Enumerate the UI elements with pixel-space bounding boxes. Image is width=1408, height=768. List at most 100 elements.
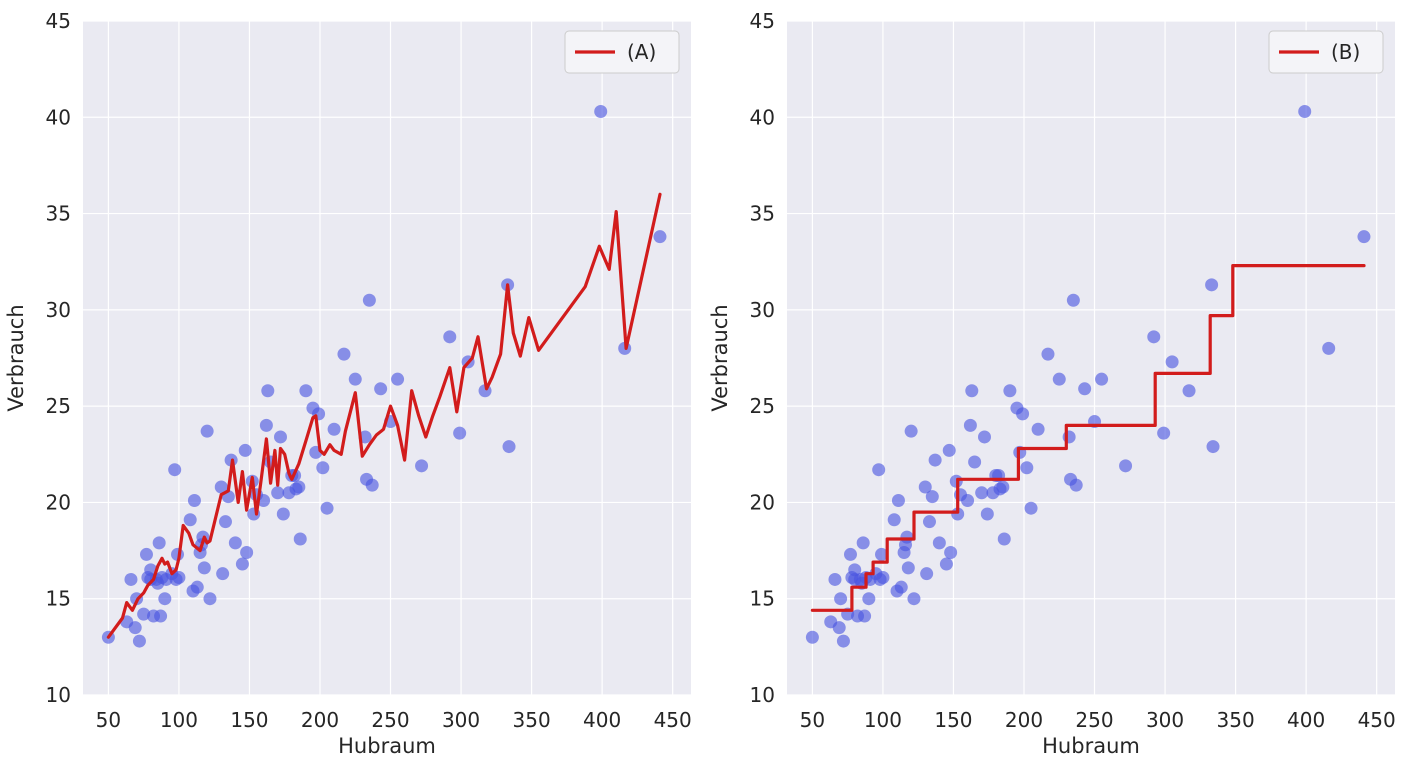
legend-entry: (A) [627,40,656,64]
y-tick-label: 20 [46,490,71,514]
y-axis-label: Verbrauch [708,304,732,411]
x-tick-label: 50 [800,708,825,732]
y-tick-label: 35 [750,202,775,226]
legend: (A) [564,30,680,74]
scatter-point [1095,372,1109,386]
scatter-point [235,557,249,571]
scatter-point [1062,430,1076,444]
scatter-point [653,230,667,244]
y-tick-label: 15 [750,587,775,611]
scatter-point [197,561,211,575]
legend-box [564,30,680,74]
scatter-point [894,580,908,594]
scatter-point [299,384,313,398]
scatter-point [1205,278,1219,292]
scatter-point [932,536,946,550]
x-tick-label: 450 [654,708,692,732]
scatter-point [907,592,921,606]
scatter-point [327,422,341,436]
scatter-point [137,607,151,621]
y-axis-label: Verbrauch [4,304,28,411]
scatter-point [836,634,850,648]
scatter-point [316,461,330,475]
y-tick-label: 25 [750,394,775,418]
scatter-point [887,513,901,527]
scatter-point [172,571,186,585]
scatter-point [834,592,848,606]
y-tick-label: 45 [750,9,775,33]
y-tick-label: 20 [750,490,775,514]
x-tick-label: 100 [160,708,198,732]
scatter-point [925,490,939,504]
x-tick-label: 400 [583,708,621,732]
scatter-point [374,382,388,396]
legend: (B) [1268,30,1384,74]
x-tick-label: 200 [301,708,339,732]
scatter-point [502,440,516,454]
x-tick-label: 350 [1217,708,1255,732]
scatter-point [293,532,307,546]
scatter-point [216,567,230,581]
scatter-point [158,592,172,606]
legend-box [1268,30,1384,74]
y-tick-label: 40 [46,105,71,129]
chart-panel-right: 50 100 150 200 250 300 350 400 450 10 15 20 25 30 35 40… [708,9,1396,758]
scatter-point [928,453,942,467]
x-tick-label: 250 [1075,708,1113,732]
scatter-point [1069,478,1083,492]
scatter-point [872,463,886,477]
scatter-point [348,372,362,386]
scatter-point [183,513,197,527]
scatter-point [856,536,870,550]
fit-line-series [810,264,1366,612]
scatter-point [901,561,915,575]
scatter-point [238,443,252,457]
scatter-point [228,536,242,550]
x-tick-label: 300 [1146,708,1184,732]
scatter-point [190,580,204,594]
scatter-point [1322,341,1336,355]
scatter-point [944,545,958,559]
scatter-point [337,347,351,361]
scatter-point [276,507,290,521]
scatter-point [154,609,168,623]
plot-background [83,21,691,695]
scatter-point [362,293,376,307]
scatter-point [805,630,819,644]
scatter-point [200,424,214,438]
y-tick-label: 15 [46,587,71,611]
scatter-point [1031,422,1045,436]
x-tick-label: 100 [864,708,902,732]
x-tick-label: 350 [513,708,551,732]
scatter-point [977,430,991,444]
scatter-point [980,507,994,521]
scatter-point [900,530,914,544]
y-tick-label: 25 [46,394,71,418]
scatter-point [443,330,457,344]
scatter-point [996,480,1010,494]
scatter-point [391,372,405,386]
scatter-point [1003,384,1017,398]
y-tick-label: 30 [750,298,775,322]
scatter-point [891,494,905,508]
x-tick-label: 450 [1358,708,1396,732]
scatter-point [1157,426,1171,440]
chart-panel-left: 50 100 150 200 250 300 350 400 450 10 15 20 25 30 35 40… [4,9,692,758]
scatter-point [187,494,201,508]
scatter-point [997,532,1011,546]
x-tick-label: 50 [96,708,121,732]
scatter-point [975,486,989,500]
scatter-point [876,571,890,585]
scatter-point [1206,440,1220,454]
scatter-point [858,609,872,623]
scatter-point [168,463,182,477]
plot-background [787,21,1395,695]
scatter-point [214,480,228,494]
x-tick-label: 200 [1005,708,1043,732]
scatter-point [1066,293,1080,307]
y-tick-label: 10 [750,683,775,707]
y-tick-label: 35 [46,202,71,226]
scatter-point [848,563,862,577]
scatter-point [843,547,857,561]
fit-line-series [106,192,662,639]
